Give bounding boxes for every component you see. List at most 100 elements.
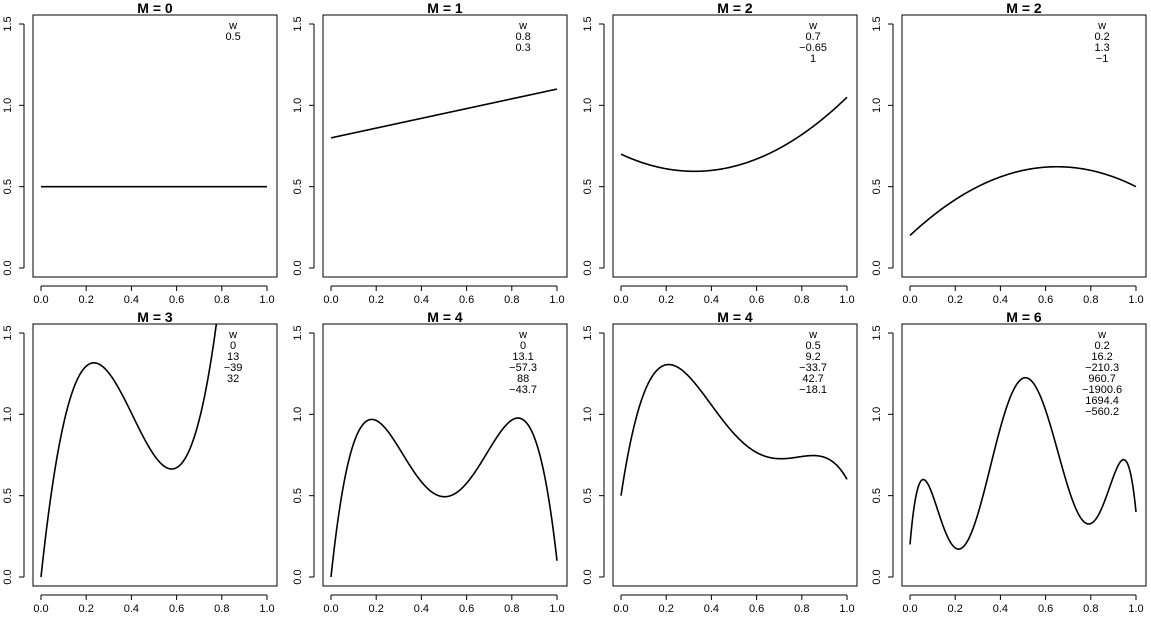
x-tick-label: 0.0 [902, 603, 917, 615]
x-tick-label: 0.0 [902, 294, 917, 306]
x-tick-label: 0.6 [459, 294, 474, 306]
weight-value: 0.3 [515, 42, 530, 54]
y-tick-label: 1.0 [582, 407, 594, 422]
panel-8: M = 60.0 0.2 0.4 0.6 0.8 1.00.00.51.01.5 w0.21… [871, 309, 1147, 615]
x-tick-label: 0.2 [948, 294, 963, 306]
panel-title: M = 0 [137, 0, 173, 16]
x-tick-label: 0.4 [704, 294, 719, 306]
weight-value: 13 [227, 351, 239, 363]
y-tick-label: 1.5 [871, 16, 883, 31]
x-tick-label: 0.6 [1038, 603, 1053, 615]
weights-header: w [228, 329, 237, 341]
y-tick-label: 0.5 [871, 488, 883, 503]
y-tick-label: 1.0 [2, 407, 14, 422]
y-tick-label: 0.0 [871, 260, 883, 275]
panel-4: M = 20.0 0.2 0.4 0.6 0.8 1.00.00.51.01.5 w0.21… [871, 0, 1147, 306]
y-tick-label: 1.5 [2, 325, 14, 340]
x-tick-label: 0.0 [323, 603, 338, 615]
y-tick-label: 1.5 [292, 325, 304, 340]
weight-value: 9.2 [805, 351, 820, 363]
x-tick-label: 0.2 [948, 603, 963, 615]
x-tick-label: 1.0 [549, 603, 564, 615]
series-line [909, 376, 1137, 550]
y-tick-label: 1.5 [2, 16, 14, 31]
weight-value: −1900.6 [1082, 384, 1122, 396]
weight-value: 88 [517, 373, 529, 385]
weight-value: 42.7 [802, 373, 823, 385]
x-tick-label: 0.6 [459, 603, 474, 615]
series-line [40, 324, 218, 578]
x-tick-label: 0.8 [504, 294, 519, 306]
x-tick-label: 0.2 [79, 294, 94, 306]
panel-6: M = 4 0.0 0.2 0.4 0.6 0.8 1.0 0.0 0.5 1.0 1.5 w013.… [292, 309, 568, 615]
x-tick-label: 0.8 [794, 603, 809, 615]
x-tick-label: 0.6 [169, 294, 184, 306]
weight-value: 0.8 [515, 31, 530, 43]
x-tick-label: 1.0 [839, 603, 854, 615]
panel-title: M = 2 [717, 0, 753, 16]
series-line [620, 96, 848, 173]
weight-value: 1 [810, 53, 816, 65]
weight-value: 0 [520, 340, 526, 352]
weight-value: 0.2 [1094, 340, 1109, 352]
weight-value: −18.1 [799, 384, 827, 396]
weight-value: −57.3 [509, 362, 537, 374]
plot-frame [612, 14, 858, 278]
y-tick-label: 0.0 [582, 260, 594, 275]
y-tick-label: 0.5 [582, 179, 594, 194]
y-tick-label: 0.0 [2, 260, 14, 275]
y-tick-label: 0.5 [292, 179, 304, 194]
x-tick-label: 0.2 [369, 603, 384, 615]
y-tick-label: 1.0 [871, 98, 883, 113]
weight-value: −39 [224, 362, 243, 374]
weight-value: 0.5 [225, 31, 240, 43]
panel-2: M = 10.0 0.2 0.4 0.6 0.8 1.00.00.51.01.5 w0.80… [292, 0, 568, 306]
y-tick-label: 1.0 [292, 98, 304, 113]
x-tick-label: 0.2 [79, 603, 94, 615]
weight-value: 0.2 [1094, 31, 1109, 43]
x-tick-label: 1.0 [839, 294, 854, 306]
weights-header: w [228, 20, 237, 32]
x-tick-label: 0.4 [993, 603, 1008, 615]
y-tick-label: 0.0 [871, 569, 883, 584]
x-tick-label: 1.0 [1128, 603, 1143, 615]
y-tick-label: 0.0 [292, 569, 304, 584]
x-tick-label: 0.0 [33, 294, 48, 306]
plot-frame [322, 323, 568, 587]
weights-header: w [808, 20, 817, 32]
plot-frame [901, 14, 1147, 278]
panel-title: M = 4 [717, 309, 753, 325]
y-tick-label: 1.5 [582, 16, 594, 31]
series-line [909, 165, 1137, 237]
weights-header: w [1097, 20, 1106, 32]
weight-value: 0.5 [805, 340, 820, 352]
panel-title: M = 4 [427, 309, 463, 325]
plot-frame [322, 14, 568, 278]
series-line [620, 363, 848, 496]
panel-7: M = 40.0 0.2 0.4 0.6 0.8 1.00.00.51.01.5 w0.59… [582, 309, 858, 615]
weight-value: 1.3 [1094, 42, 1109, 54]
x-tick-label: 0.4 [414, 603, 429, 615]
x-tick-label: 1.0 [259, 603, 274, 615]
x-tick-label: 0.4 [704, 603, 719, 615]
weight-value: −210.3 [1085, 362, 1119, 374]
y-tick-label: 0.5 [582, 488, 594, 503]
weights-header: w [518, 20, 527, 32]
panel-1: M = 00.0 0.2 0.4 0.6 0.8 1.00.00.51.01.5 w0.5 [2, 0, 278, 306]
y-tick-label: 0.5 [2, 488, 14, 503]
series-line [330, 88, 558, 139]
panel-3: M = 2 0.0 0.2 0.4 0.6 0.8 1.0 0.0 0.5 1.0 1.5 w0.7−… [582, 0, 858, 306]
x-tick-label: 0.0 [613, 294, 628, 306]
weight-value: −43.7 [509, 384, 537, 396]
x-tick-label: 0.2 [369, 294, 384, 306]
x-tick-label: 0.8 [794, 294, 809, 306]
weight-value: 0.7 [805, 31, 820, 43]
y-tick-label: 1.0 [292, 407, 304, 422]
panel-5: M = 3 0.0 0.2 0.4 0.6 0.8 1.0 0.0 0.5 1.0 1.5 w013−… [2, 309, 278, 615]
plot-frame [32, 14, 278, 278]
y-tick-label: 0.0 [582, 569, 594, 584]
x-tick-label: 0.2 [659, 603, 674, 615]
x-tick-label: 0.6 [169, 603, 184, 615]
x-tick-label: 1.0 [549, 294, 564, 306]
